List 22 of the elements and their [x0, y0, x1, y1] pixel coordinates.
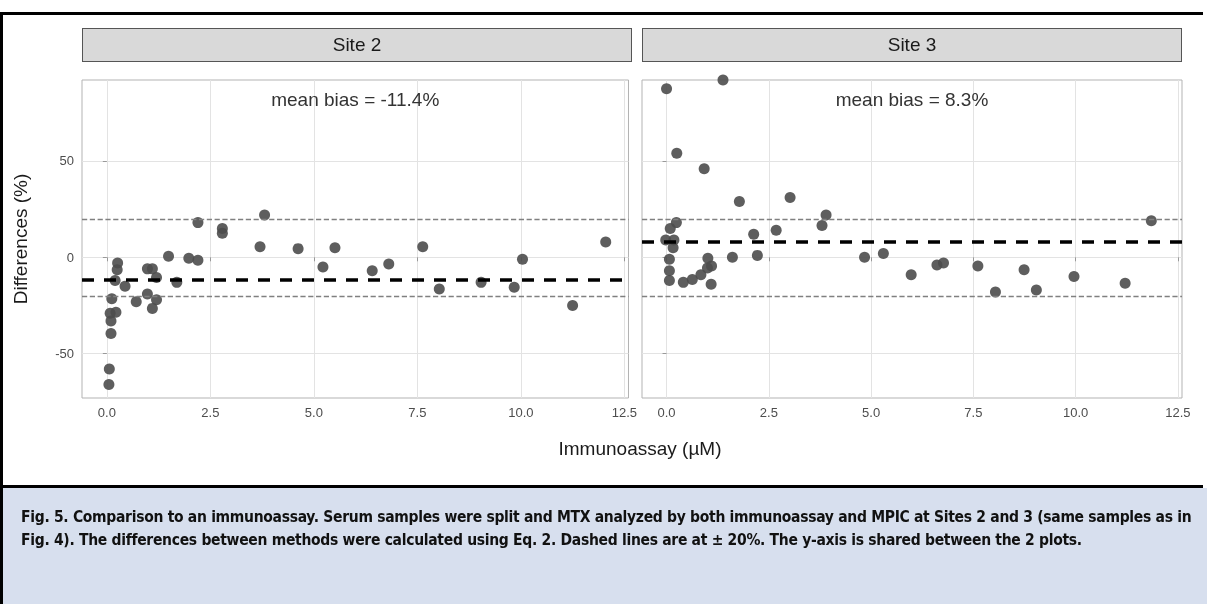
y-tick-label: 50: [59, 153, 74, 169]
chart-title: Site 2: [82, 28, 632, 62]
x-tick-label: 12.5: [611, 405, 638, 420]
x-tick-label: 5.0: [862, 405, 881, 420]
annotation: mean bias = -11.4%: [271, 89, 440, 110]
x-tick-label: 7.5: [408, 405, 427, 420]
x-tick-label: 2.5: [201, 405, 220, 420]
chart-title: Site 3: [642, 28, 1182, 62]
x-tick-label: 12.5: [1165, 405, 1191, 420]
x-tick-label: 7.5: [964, 405, 983, 420]
y-tick-label: -50: [55, 346, 74, 362]
annotation: mean bias = 8.3%: [835, 89, 989, 110]
x-tick-label: 0.0: [657, 405, 676, 420]
x-tick-label: 2.5: [759, 405, 778, 420]
y-axis-title: Differences (%): [10, 173, 31, 305]
x-tick-label: 5.0: [304, 405, 323, 420]
x-tick-label: 10.0: [1062, 405, 1089, 420]
y-tick-label: 0: [66, 249, 74, 265]
x-tick-label: 0.0: [97, 405, 116, 420]
x-axis-title: Immunoassay (µM): [558, 438, 722, 460]
caption: Fig. 5. Comparison to an immunoassay. Serum samples were split and MTX analyzed by both immunoassay and MPIC at Sites 2 and 3 (same samples as in Fig. 4). The differences between methods were calculated using Eq. 2. Dashed lines are at ± 20%. The y-axis is shared between the 2 plots.: [0, 488, 1207, 604]
x-tick-label: 10.0: [508, 405, 534, 420]
